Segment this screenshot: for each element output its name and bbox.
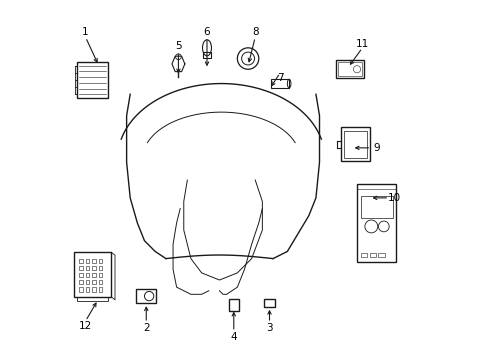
Bar [75,66,77,94]
Bar [99,259,102,263]
Bar [99,280,102,284]
Bar [360,196,392,217]
Bar [79,273,82,277]
Bar [74,252,111,297]
Bar [378,253,384,257]
Text: 7: 7 [276,73,283,83]
Text: 10: 10 [387,193,400,203]
Bar [79,287,82,292]
Bar [340,127,369,161]
Bar [85,287,89,292]
Text: 6: 6 [203,27,210,37]
Bar [85,273,89,277]
Bar [264,299,274,307]
Bar [99,287,102,292]
Bar [85,280,89,284]
Text: 12: 12 [79,321,92,332]
Bar [92,273,96,277]
Bar [85,259,89,263]
Bar [79,259,82,263]
Bar [343,131,366,158]
Bar [335,60,364,78]
Text: 2: 2 [142,323,149,333]
Bar [99,273,102,277]
Bar [77,297,108,301]
Bar [92,266,96,270]
Bar [203,53,211,58]
Bar [271,79,288,88]
Bar [85,266,89,270]
Bar [79,280,82,284]
Text: 11: 11 [355,39,368,49]
Text: 8: 8 [251,27,258,37]
Bar [92,287,96,292]
Text: 9: 9 [373,143,379,153]
Bar [136,289,156,303]
Text: 4: 4 [230,332,237,342]
Bar [92,280,96,284]
Text: 1: 1 [82,27,89,37]
Text: 5: 5 [175,41,182,51]
Bar [99,266,102,270]
Bar [369,253,375,257]
Bar [77,62,108,98]
Bar [356,184,395,262]
Bar [92,259,96,263]
Bar [337,63,361,76]
Bar [79,266,82,270]
Bar [360,253,366,257]
Text: 3: 3 [265,323,272,333]
Bar [228,299,238,311]
